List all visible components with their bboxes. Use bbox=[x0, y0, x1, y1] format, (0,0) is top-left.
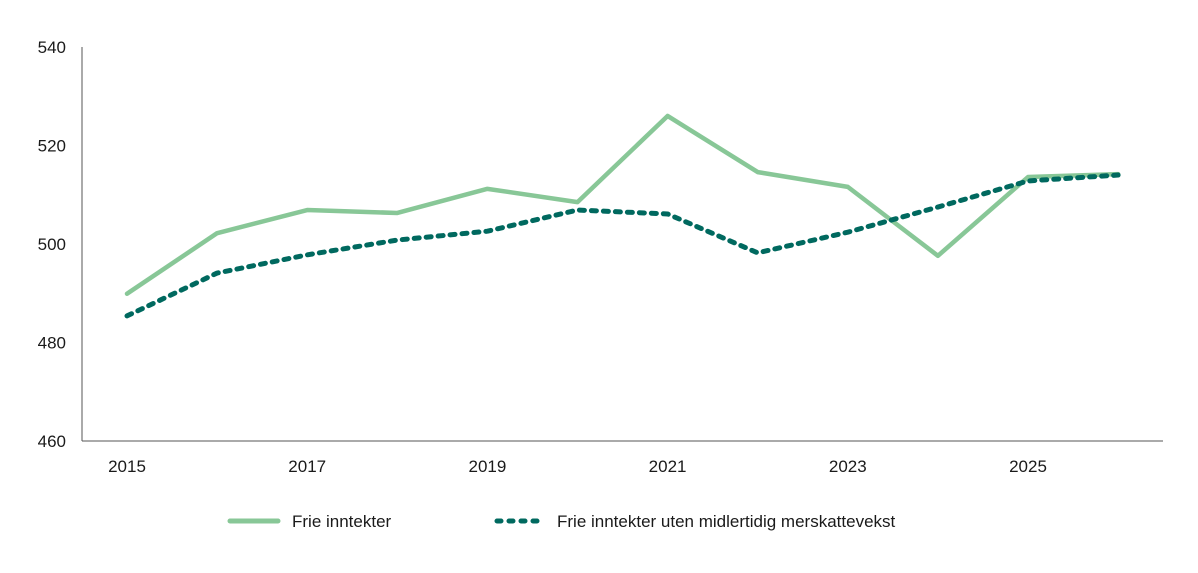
x-tick-label: 2019 bbox=[468, 457, 506, 476]
y-tick-label: 460 bbox=[38, 432, 66, 451]
legend-label-1: Frie inntekter uten midlertidig merskatt… bbox=[557, 512, 896, 531]
x-tick-label: 2015 bbox=[108, 457, 146, 476]
x-tick-label: 2025 bbox=[1009, 457, 1047, 476]
x-tick-label: 2017 bbox=[288, 457, 326, 476]
y-tick-label: 480 bbox=[38, 334, 66, 353]
y-tick-label: 520 bbox=[38, 137, 66, 156]
x-tick-label: 2023 bbox=[829, 457, 867, 476]
series-line-0 bbox=[124, 113, 1121, 296]
y-tick-label: 540 bbox=[38, 38, 66, 57]
y-tick-label: 500 bbox=[38, 235, 66, 254]
series-line-1 bbox=[124, 172, 1121, 319]
legend-label-0: Frie inntekter bbox=[292, 512, 392, 531]
x-tick-label: 2021 bbox=[649, 457, 687, 476]
